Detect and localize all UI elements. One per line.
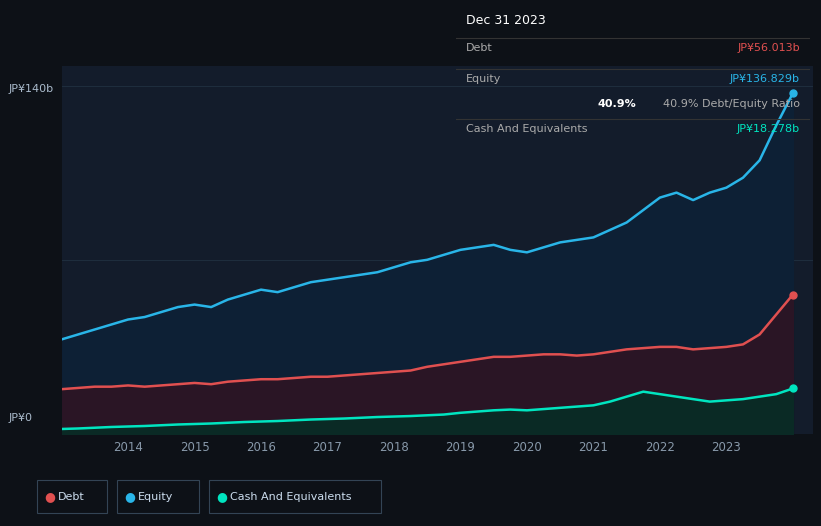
Text: Equity: Equity (138, 491, 173, 502)
Text: Equity: Equity (466, 74, 502, 84)
Text: JP¥56.013b: JP¥56.013b (737, 43, 800, 53)
Text: Dec 31 2023: Dec 31 2023 (466, 14, 546, 27)
Text: JP¥18.278b: JP¥18.278b (736, 124, 800, 134)
Text: JP¥136.829b: JP¥136.829b (730, 74, 800, 84)
Text: Cash And Equivalents: Cash And Equivalents (466, 124, 588, 134)
Text: ●: ● (124, 490, 135, 503)
Text: JP¥140b: JP¥140b (8, 84, 53, 94)
Text: 40.9% Debt/Equity Ratio: 40.9% Debt/Equity Ratio (663, 99, 800, 109)
Text: 40.9%: 40.9% (598, 99, 636, 109)
Text: JP¥0: JP¥0 (8, 413, 32, 423)
Text: Debt: Debt (58, 491, 85, 502)
Text: Debt: Debt (466, 43, 493, 53)
Text: ●: ● (44, 490, 56, 503)
Text: Cash And Equivalents: Cash And Equivalents (230, 491, 351, 502)
Text: ●: ● (216, 490, 227, 503)
